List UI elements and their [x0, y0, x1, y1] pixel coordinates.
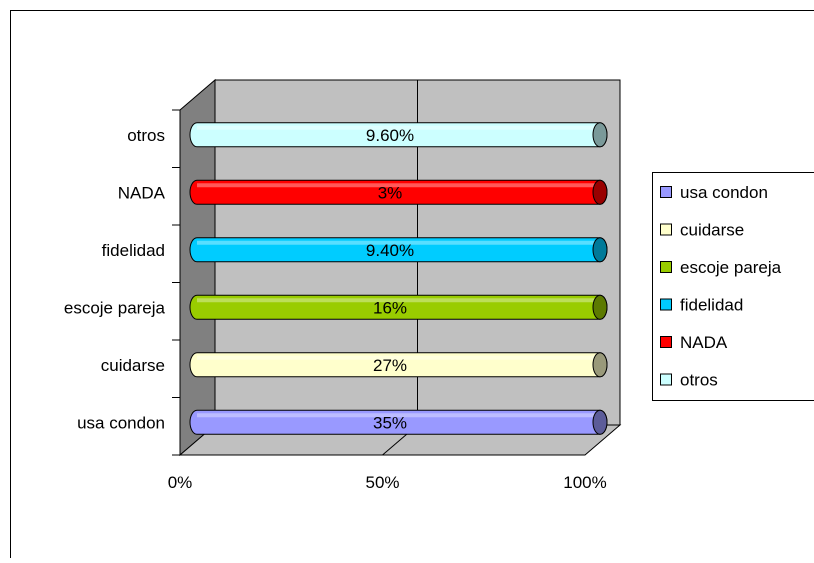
bar: 16%: [190, 295, 607, 319]
bar: 9.40%: [190, 238, 607, 262]
legend-swatch: [661, 262, 672, 273]
data-label: 16%: [373, 298, 407, 317]
category-label: otros: [127, 126, 165, 145]
category-label: cuidarse: [101, 356, 165, 375]
bar: 35%: [190, 410, 607, 434]
legend-swatch: [661, 374, 672, 385]
legend-label: cuidarse: [680, 221, 744, 240]
bar-cap: [593, 410, 607, 434]
legend-swatch: [661, 299, 672, 310]
legend-label: otros: [680, 371, 718, 390]
bar-cap: [593, 180, 607, 204]
legend-label: NADA: [680, 333, 728, 352]
bar: 27%: [190, 353, 607, 377]
data-label: 35%: [373, 413, 407, 432]
legend: usa condon cuidarse escoje pareja fidelidad…: [653, 173, 814, 401]
legend-swatch: [661, 337, 672, 348]
legend-label: fidelidad: [680, 296, 743, 315]
x-tick-label: 0%: [168, 473, 193, 492]
category-label: fidelidad: [102, 241, 165, 260]
bar-cap: [593, 353, 607, 377]
data-label: 27%: [373, 356, 407, 375]
bar-cap: [593, 295, 607, 319]
legend-label: usa condon: [680, 183, 768, 202]
data-label: 9.40%: [366, 241, 414, 260]
data-label: 3%: [378, 183, 403, 202]
legend-label: escoje pareja: [680, 258, 782, 277]
x-tick-label: 100%: [563, 473, 606, 492]
category-label: NADA: [118, 183, 166, 202]
bar-cap: [593, 238, 607, 262]
x-tick-label: 50%: [365, 473, 399, 492]
legend-swatch: [661, 187, 672, 198]
category-label: escoje pareja: [64, 298, 166, 317]
legend-box: [653, 173, 814, 401]
data-label: 9.60%: [366, 126, 414, 145]
bar: 3%: [190, 180, 607, 204]
bar: 9.60%: [190, 123, 607, 147]
category-label: usa condon: [77, 413, 165, 432]
bar-cap: [593, 123, 607, 147]
legend-swatch: [661, 224, 672, 235]
